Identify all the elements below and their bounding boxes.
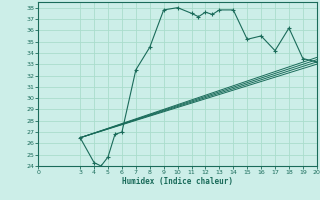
X-axis label: Humidex (Indice chaleur): Humidex (Indice chaleur): [122, 177, 233, 186]
